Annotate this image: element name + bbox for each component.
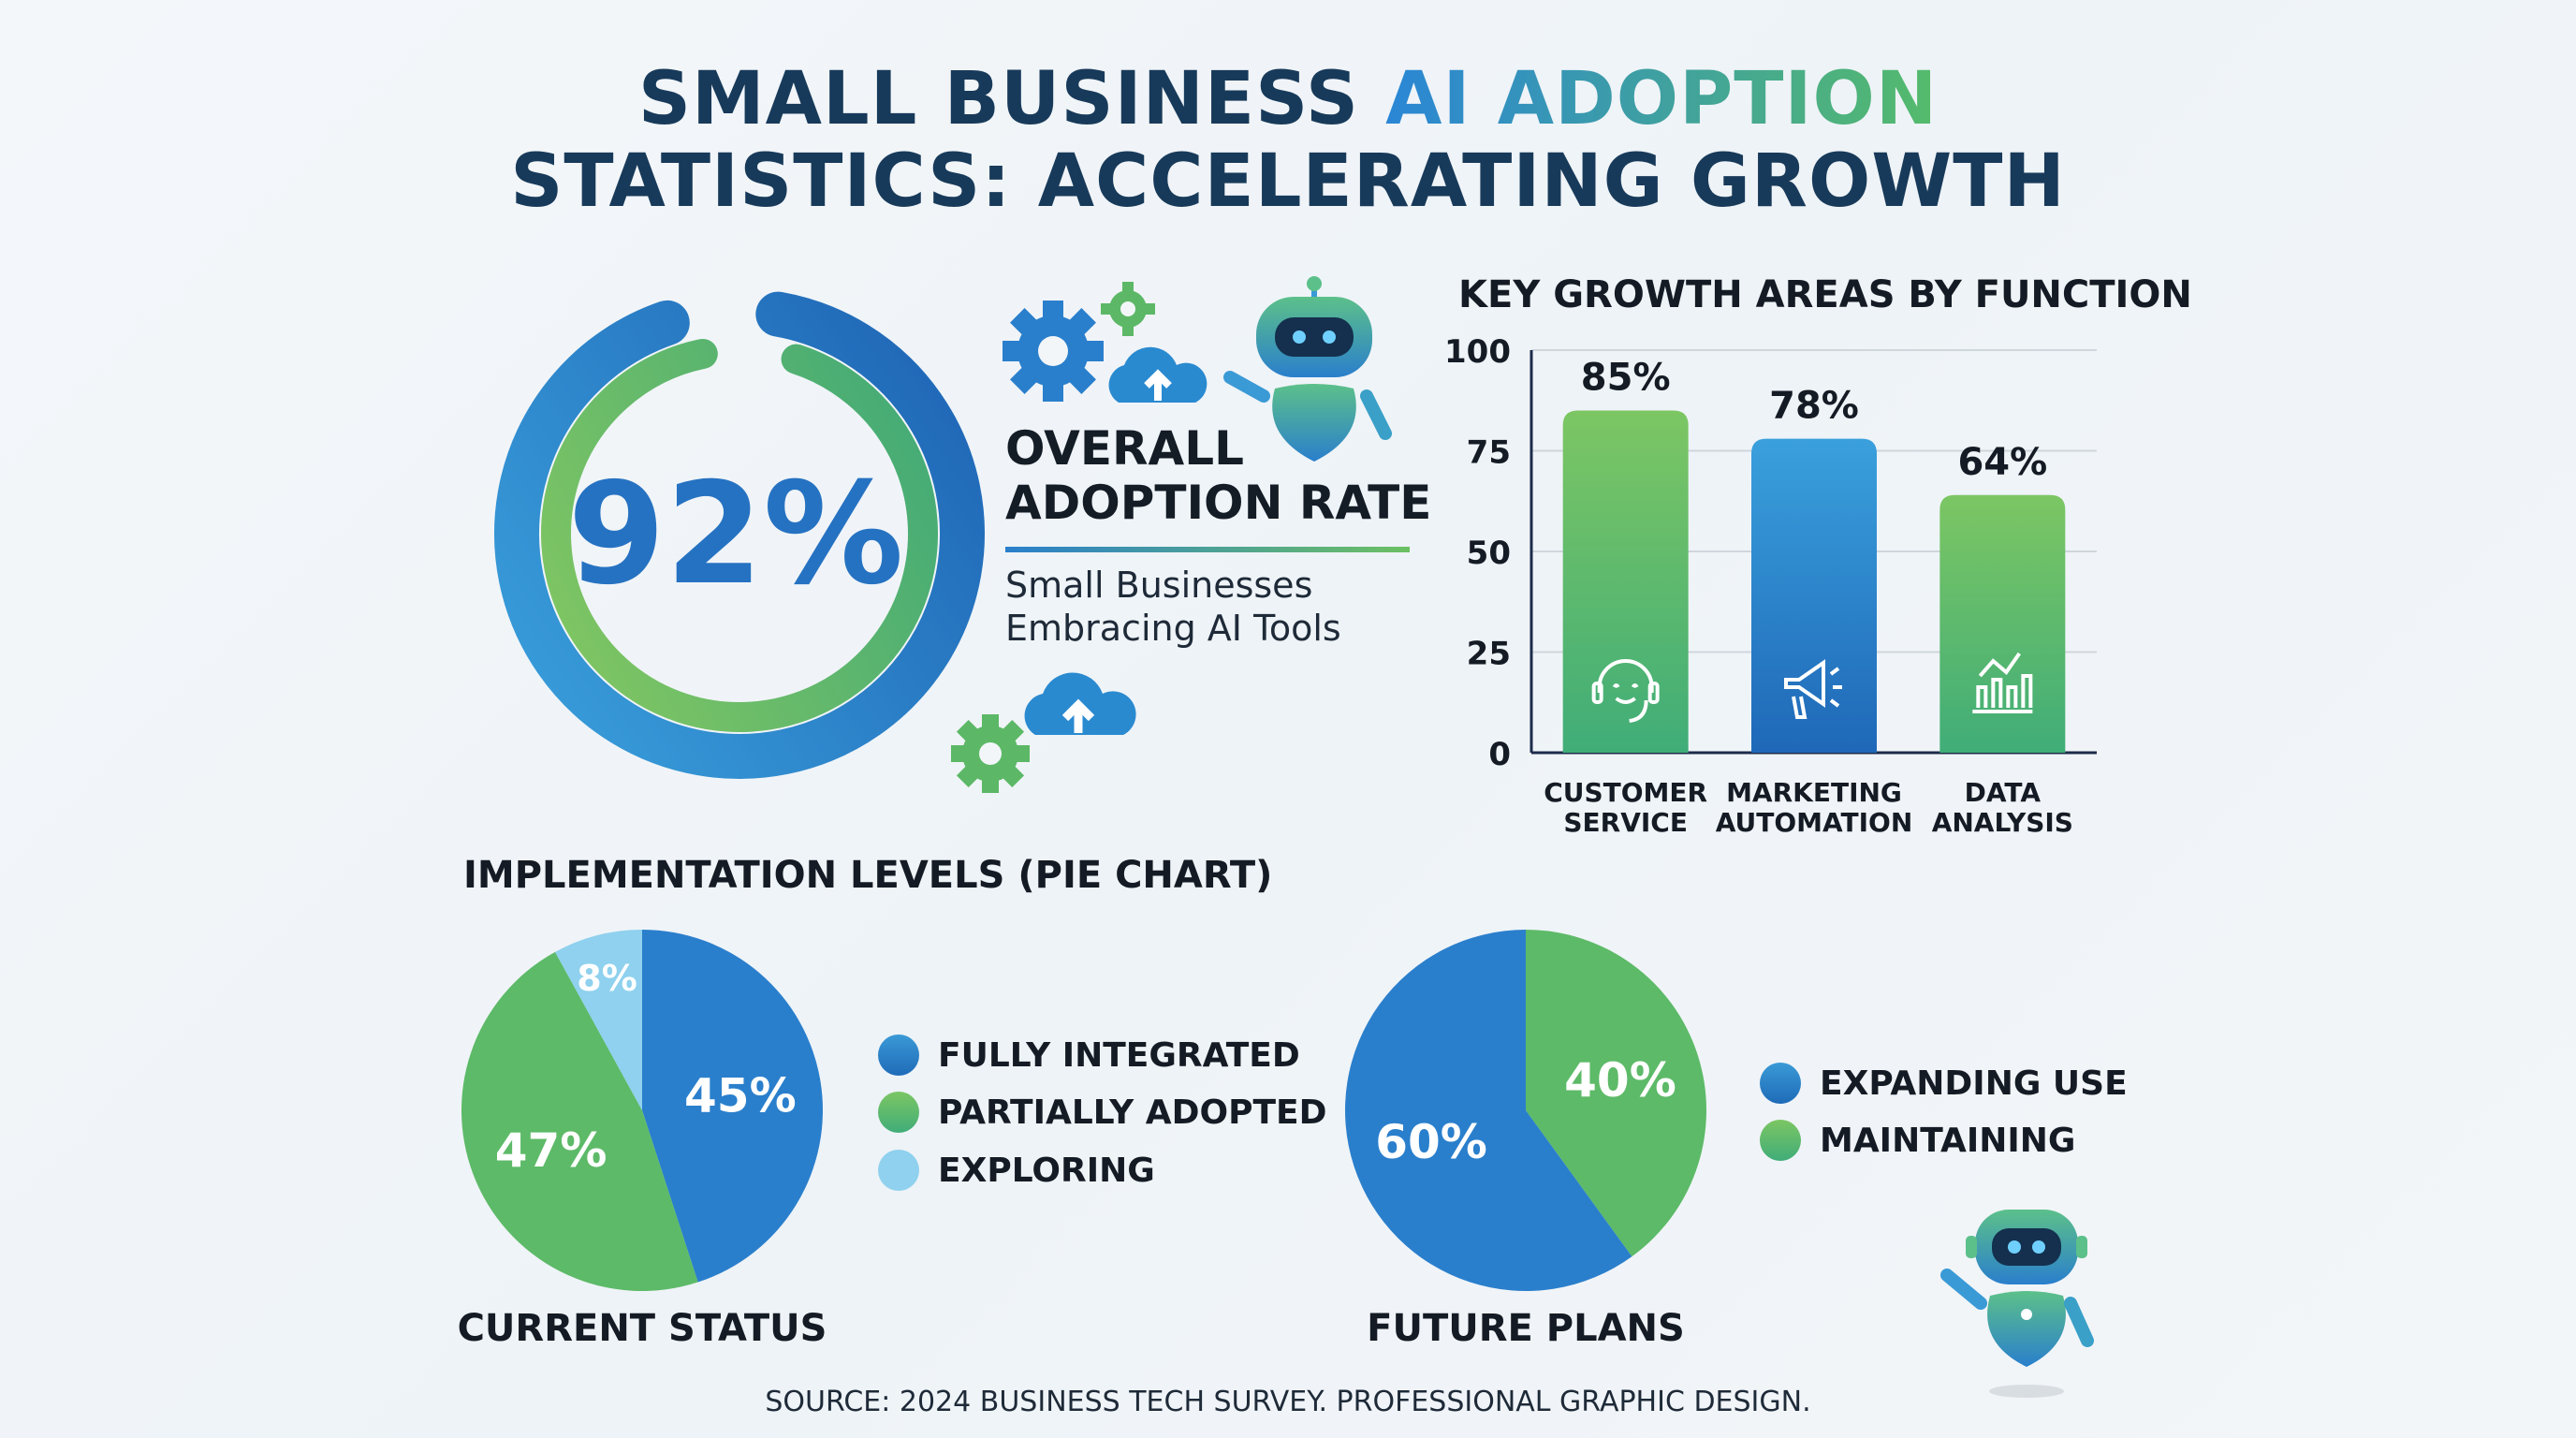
legend-label: MAINTAINING: [1820, 1121, 2076, 1160]
x-category-label: DATA: [1965, 777, 2042, 808]
x-category-label: SERVICE: [1563, 807, 1688, 838]
pie-data-label: 47%: [495, 1123, 607, 1178]
bar-data-label: 85%: [1581, 357, 1671, 400]
current-status-pie: 45% 47% 8%: [461, 930, 823, 1291]
x-category-label: MARKETING: [1726, 777, 1902, 808]
gauge-outer-ring: [494, 288, 985, 779]
robot-icon: [1940, 1210, 2094, 1398]
pie-data-label: 60%: [1375, 1115, 1487, 1169]
legend-label: PARTIALLY ADOPTED: [938, 1093, 1327, 1132]
overall-heading-line1: OVERALL: [1005, 421, 1244, 476]
x-category-label: ANALYSIS: [1932, 807, 2073, 838]
pie-data-label: 8%: [577, 958, 637, 999]
source-note: SOURCE: 2024 BUSINESS TECH SURVEY. PROFE…: [765, 1386, 1811, 1418]
adoption-gauge: 92%: [494, 288, 985, 779]
chart-shape: [1972, 652, 2033, 713]
legend-swatch: [878, 1034, 919, 1076]
overall-subtitle: Small Businesses Embracing AI Tools: [1005, 564, 1341, 650]
overall-heading-line2: ADOPTION RATE: [1005, 476, 1432, 530]
headset-ear: [1591, 682, 1603, 704]
bar-customer-service: [1562, 410, 1689, 753]
x-category-label: AUTOMATION: [1716, 807, 1913, 838]
legend-swatch: [878, 1092, 919, 1133]
legend-label: FULLY INTEGRATED: [938, 1035, 1300, 1075]
bar-line-chart-icon: [1972, 652, 2033, 713]
cloud-upload-icon: [1108, 346, 1208, 403]
legend-label: EXPLORING: [938, 1151, 1155, 1190]
gauge-inner-ring: [541, 335, 938, 732]
legend-item-exploring: EXPLORING: [878, 1150, 1155, 1191]
pie-slice-exploring: [555, 930, 642, 1110]
legend-item-expanding-use: EXPANDING USE: [1760, 1063, 2128, 1104]
future-plans-pie: 40% 60%: [1344, 930, 1706, 1291]
y-tick-label: 100: [1444, 333, 1511, 371]
bar-chart-title: KEY GROWTH AREAS BY FUNCTION: [1458, 273, 2192, 316]
legend-swatch: [878, 1150, 919, 1191]
headset-shape: [1597, 659, 1654, 723]
cloud-upload-icon: [951, 672, 1136, 793]
headset-ear: [1647, 682, 1660, 704]
bar-data-label: 78%: [1769, 385, 1859, 428]
legend-item-fully-integrated: FULLY INTEGRATED: [878, 1034, 1300, 1076]
pie-slice-expanding-use: [1344, 930, 1632, 1291]
legend-item-maintaining: MAINTAINING: [1760, 1120, 2075, 1161]
megaphone-icon: [1784, 659, 1842, 719]
legend-swatch: [1760, 1120, 1801, 1161]
bar-data-analysis: [1939, 494, 2066, 753]
legend-swatch: [1760, 1063, 1801, 1104]
pie-slice-partially-adopted: [461, 951, 698, 1291]
overall-subtitle-line2: Embracing AI Tools: [1005, 608, 1341, 649]
legend-item-partially-adopted: PARTIALLY ADOPTED: [878, 1092, 1327, 1133]
pie-data-label: 40%: [1564, 1053, 1676, 1108]
future-plans-caption: FUTURE PLANS: [1367, 1307, 1685, 1350]
pie-slice-maintaining: [1526, 930, 1706, 1257]
page-title-line1: SMALL BUSINESS AI ADOPTION: [0, 58, 2576, 140]
gear-icon: [951, 714, 1030, 793]
y-tick-label: 50: [1467, 535, 1511, 572]
pie-data-label: 45%: [684, 1068, 797, 1123]
overall-subtitle-line1: Small Businesses: [1005, 565, 1313, 606]
implementation-title: IMPLEMENTATION LEVELS (PIE CHART): [463, 854, 1273, 897]
gear-icon: [1003, 282, 1208, 403]
gauge-value: 92%: [567, 453, 903, 616]
title-highlight: AI ADOPTION: [1385, 57, 1939, 141]
y-tick-label: 75: [1467, 434, 1511, 472]
legend-label: EXPANDING USE: [1820, 1064, 2128, 1103]
bar-marketing-automation: [1751, 438, 1877, 753]
overall-underline: [1005, 547, 1410, 552]
page-title-line2: STATISTICS: ACCELERATING GROWTH: [510, 139, 2066, 224]
current-status-caption: CURRENT STATUS: [457, 1307, 827, 1350]
pie-slice-fully-integrated: [642, 930, 823, 1283]
y-tick-label: 25: [1467, 636, 1511, 673]
headset-icon: [1591, 659, 1660, 723]
megaphone-shape: [1784, 659, 1842, 719]
y-tick-label: 0: [1488, 736, 1511, 773]
robot-icon: [1223, 276, 1392, 462]
overall-heading: OVERALL ADOPTION RATE: [1005, 421, 1431, 530]
x-category-label: CUSTOMER: [1544, 777, 1707, 808]
bar-data-label: 64%: [1957, 441, 2047, 484]
title-text: SMALL BUSINESS: [637, 57, 1386, 141]
